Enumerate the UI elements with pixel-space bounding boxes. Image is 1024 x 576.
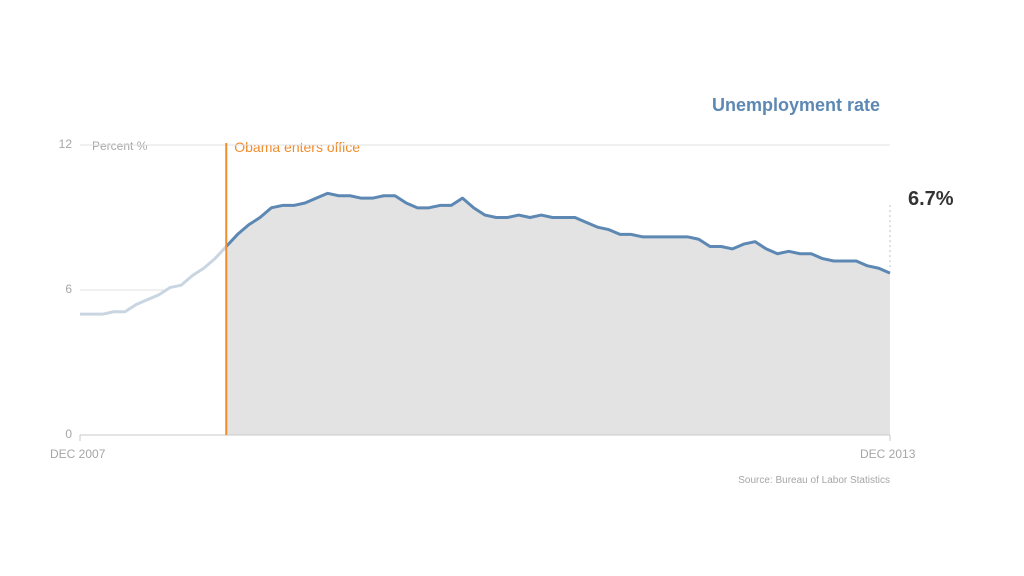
unemployment-chart bbox=[0, 0, 1024, 576]
x-tick: DEC 2013 bbox=[860, 447, 915, 461]
x-tick: DEC 2007 bbox=[50, 447, 105, 461]
y-tick: 0 bbox=[44, 427, 72, 441]
y-tick: 6 bbox=[44, 282, 72, 296]
chart-container: { "chart": { "type": "area", "title": "U… bbox=[0, 0, 1024, 576]
y-tick: 12 bbox=[44, 137, 72, 151]
